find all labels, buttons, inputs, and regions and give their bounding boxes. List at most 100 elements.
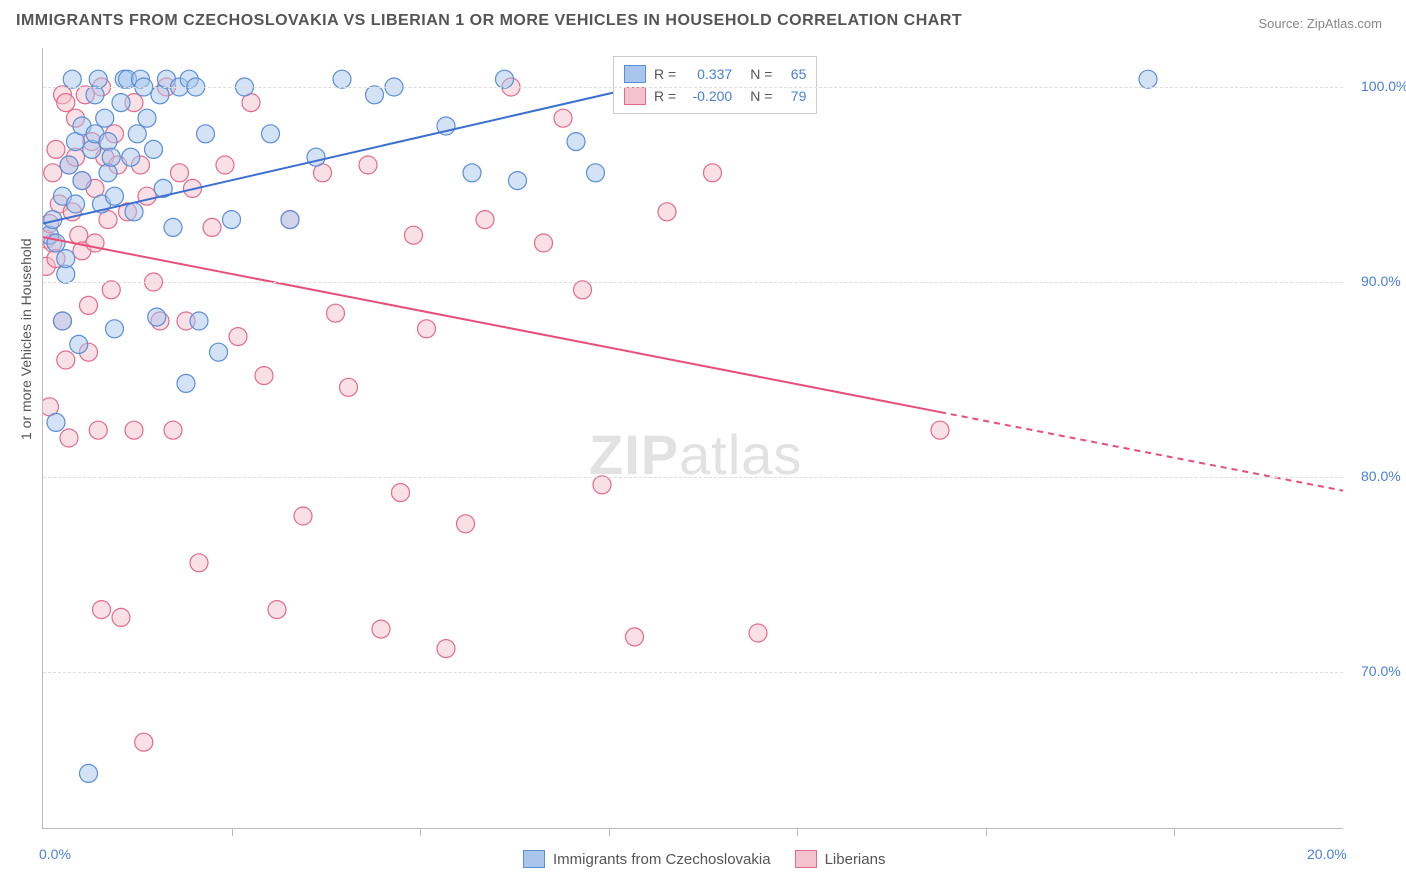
data-point-liberian <box>268 601 286 619</box>
legend-n-label: N = <box>750 66 772 82</box>
data-point-liberian <box>554 109 572 127</box>
data-point-liberian <box>749 624 767 642</box>
source-link[interactable]: ZipAtlas.com <box>1307 16 1382 31</box>
data-point-liberian <box>418 320 436 338</box>
data-point-liberian <box>405 226 423 244</box>
data-point-czech <box>70 335 88 353</box>
data-point-czech <box>210 343 228 361</box>
x-tick-label: 20.0% <box>1307 846 1347 862</box>
data-point-czech <box>333 70 351 88</box>
data-point-czech <box>73 172 91 190</box>
data-point-czech <box>281 211 299 229</box>
legend-item-liberian: Liberians <box>795 850 886 868</box>
plot-svg <box>43 48 1343 828</box>
data-point-liberian <box>203 218 221 236</box>
data-point-liberian <box>931 421 949 439</box>
data-point-czech <box>148 308 166 326</box>
y-tick-label: 70.0% <box>1361 663 1401 679</box>
x-tick-mark <box>986 828 987 836</box>
data-point-czech <box>99 164 117 182</box>
data-point-czech <box>1139 70 1157 88</box>
data-point-liberian <box>47 140 65 158</box>
data-point-czech <box>587 164 605 182</box>
data-point-czech <box>366 86 384 104</box>
data-point-czech <box>122 148 140 166</box>
data-point-liberian <box>457 515 475 533</box>
data-point-liberian <box>89 421 107 439</box>
legend-r-label: R = <box>654 88 676 104</box>
data-point-czech <box>164 218 182 236</box>
data-point-liberian <box>70 226 88 244</box>
data-point-czech <box>567 133 585 151</box>
legend-series: Immigrants from Czechoslovakia Liberians <box>523 850 885 868</box>
legend-swatch <box>523 850 545 868</box>
data-point-liberian <box>229 328 247 346</box>
x-tick-mark <box>797 828 798 836</box>
data-point-liberian <box>359 156 377 174</box>
data-point-liberian <box>57 94 75 112</box>
data-point-czech <box>80 764 98 782</box>
legend-row-czech: R =0.337N =65 <box>624 63 806 85</box>
source-prefix: Source: <box>1258 16 1306 31</box>
y-axis-label: 1 or more Vehicles in Household <box>18 238 34 440</box>
legend-correlation: R =0.337N =65R =-0.200N =79 <box>613 56 817 114</box>
data-point-czech <box>60 156 78 174</box>
plot-area: ZIPatlas R =0.337N =65R =-0.200N =79 Imm… <box>42 48 1343 829</box>
legend-series-label: Immigrants from Czechoslovakia <box>553 851 771 868</box>
data-point-liberian <box>535 234 553 252</box>
data-point-liberian <box>593 476 611 494</box>
data-point-czech <box>197 125 215 143</box>
data-point-czech <box>177 374 195 392</box>
data-point-czech <box>54 312 72 330</box>
source-label: Source: ZipAtlas.com <box>1258 16 1382 31</box>
legend-swatch <box>624 87 646 105</box>
data-point-czech <box>83 140 101 158</box>
data-point-czech <box>86 86 104 104</box>
y-tick-label: 90.0% <box>1361 273 1401 289</box>
data-point-liberian <box>138 187 156 205</box>
data-point-czech <box>112 94 130 112</box>
data-point-liberian <box>102 281 120 299</box>
data-point-liberian <box>171 164 189 182</box>
data-point-czech <box>463 164 481 182</box>
data-point-czech <box>63 70 81 88</box>
legend-series-label: Liberians <box>825 851 886 868</box>
data-point-czech <box>47 234 65 252</box>
data-point-czech <box>106 187 124 205</box>
legend-n-value: 79 <box>780 88 806 104</box>
y-tick-label: 80.0% <box>1361 468 1401 484</box>
data-point-liberian <box>704 164 722 182</box>
data-point-liberian <box>112 608 130 626</box>
data-point-liberian <box>125 421 143 439</box>
legend-n-label: N = <box>750 88 772 104</box>
data-point-liberian <box>80 296 98 314</box>
data-point-liberian <box>437 640 455 658</box>
data-point-liberian <box>44 164 62 182</box>
chart-title: IMMIGRANTS FROM CZECHOSLOVAKIA VS LIBERI… <box>16 12 962 30</box>
data-point-czech <box>307 148 325 166</box>
x-tick-label: 0.0% <box>39 846 71 862</box>
data-point-liberian <box>327 304 345 322</box>
x-tick-mark <box>1174 828 1175 836</box>
gridline-h <box>43 282 1343 283</box>
y-tick-label: 100.0% <box>1361 78 1406 94</box>
data-point-czech <box>106 320 124 338</box>
data-point-liberian <box>626 628 644 646</box>
data-point-czech <box>496 70 514 88</box>
x-tick-mark <box>232 828 233 836</box>
legend-item-czech: Immigrants from Czechoslovakia <box>523 850 771 868</box>
data-point-czech <box>102 148 120 166</box>
gridline-h <box>43 477 1343 478</box>
legend-r-value: 0.337 <box>684 66 732 82</box>
data-point-liberian <box>60 429 78 447</box>
x-tick-mark <box>609 828 610 836</box>
data-point-czech <box>138 109 156 127</box>
data-point-czech <box>99 133 117 151</box>
data-point-czech <box>262 125 280 143</box>
data-point-liberian <box>57 351 75 369</box>
data-point-liberian <box>135 733 153 751</box>
chart-container: IMMIGRANTS FROM CZECHOSLOVAKIA VS LIBERI… <box>0 0 1406 892</box>
data-point-czech <box>190 312 208 330</box>
x-tick-mark <box>420 828 421 836</box>
data-point-czech <box>89 70 107 88</box>
